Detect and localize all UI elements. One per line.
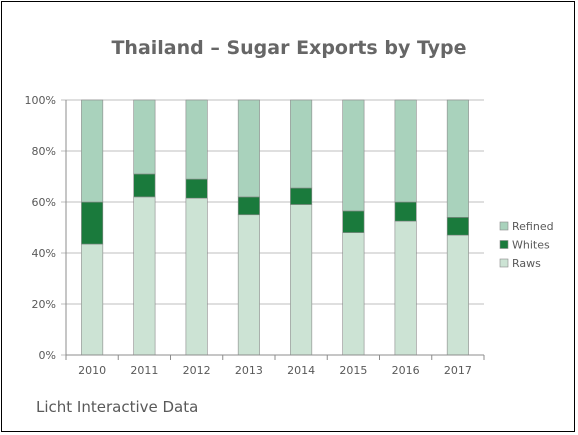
x-axis: 2010 2011 2012 2013 2014 2015 2016 2017 [65, 354, 485, 377]
chart-title: Thailand – Sugar Exports by Type [111, 37, 467, 59]
bar-segment-raws [133, 196, 156, 356]
bar-segment-raws [394, 220, 417, 356]
bar-segment-refined [394, 99, 417, 203]
bar-segment-whites [185, 178, 208, 199]
legend-swatch-whites [499, 240, 509, 249]
x-tick-label: 2012 [183, 364, 211, 377]
legend-label-whites: Whites [512, 239, 550, 252]
x-tick-label: 2014 [287, 364, 315, 377]
bar-segment-whites [237, 196, 260, 216]
y-tick-label: 80% [32, 145, 56, 158]
bar-segment-raws [237, 214, 260, 356]
source-credit: Licht Interactive Data [36, 398, 199, 416]
legend-swatch-refined [499, 221, 509, 231]
y-tick-label: 20% [32, 298, 56, 311]
legend-label-refined: Refined [512, 220, 554, 233]
legend-label-raws: Raws [512, 257, 541, 270]
bar-segment-whites [342, 210, 365, 233]
y-tick-label: 0% [39, 349, 56, 362]
bars [81, 99, 469, 356]
x-tick-label: 2016 [392, 364, 420, 377]
y-axis: 0% 20% 40% 60% 80% 100% [25, 94, 67, 362]
legend: Refined Whites Raws [499, 220, 554, 270]
bar-segment-raws [185, 197, 208, 356]
x-tick-label: 2013 [235, 364, 263, 377]
y-tick-label: 60% [32, 196, 56, 209]
bar-segment-whites [446, 217, 469, 236]
bar-segment-refined [81, 99, 104, 203]
x-tick-label: 2010 [78, 364, 106, 377]
y-tick-label: 40% [32, 247, 56, 260]
bar-segment-raws [446, 234, 469, 356]
bar-segment-raws [290, 204, 313, 356]
gridlines [61, 99, 484, 356]
bar-segment-refined [342, 99, 365, 212]
bar-segment-refined [446, 99, 469, 218]
legend-swatch-raws [499, 258, 509, 268]
y-tick-label: 100% [25, 94, 56, 107]
x-tick-label: 2017 [444, 364, 472, 377]
bar-segment-refined [133, 99, 156, 175]
bar-segment-refined [237, 99, 260, 198]
x-tick-label: 2015 [339, 364, 367, 377]
bar-segment-raws [342, 232, 365, 356]
bar-segment-whites [394, 201, 417, 222]
bar-segment-refined [290, 99, 313, 189]
bar-segment-whites [133, 173, 156, 198]
x-tick-label: 2011 [130, 364, 158, 377]
bar-segment-raws [81, 243, 104, 356]
bar-segment-refined [185, 99, 208, 180]
bar-segment-whites [290, 187, 313, 205]
bar-segment-whites [81, 201, 104, 245]
